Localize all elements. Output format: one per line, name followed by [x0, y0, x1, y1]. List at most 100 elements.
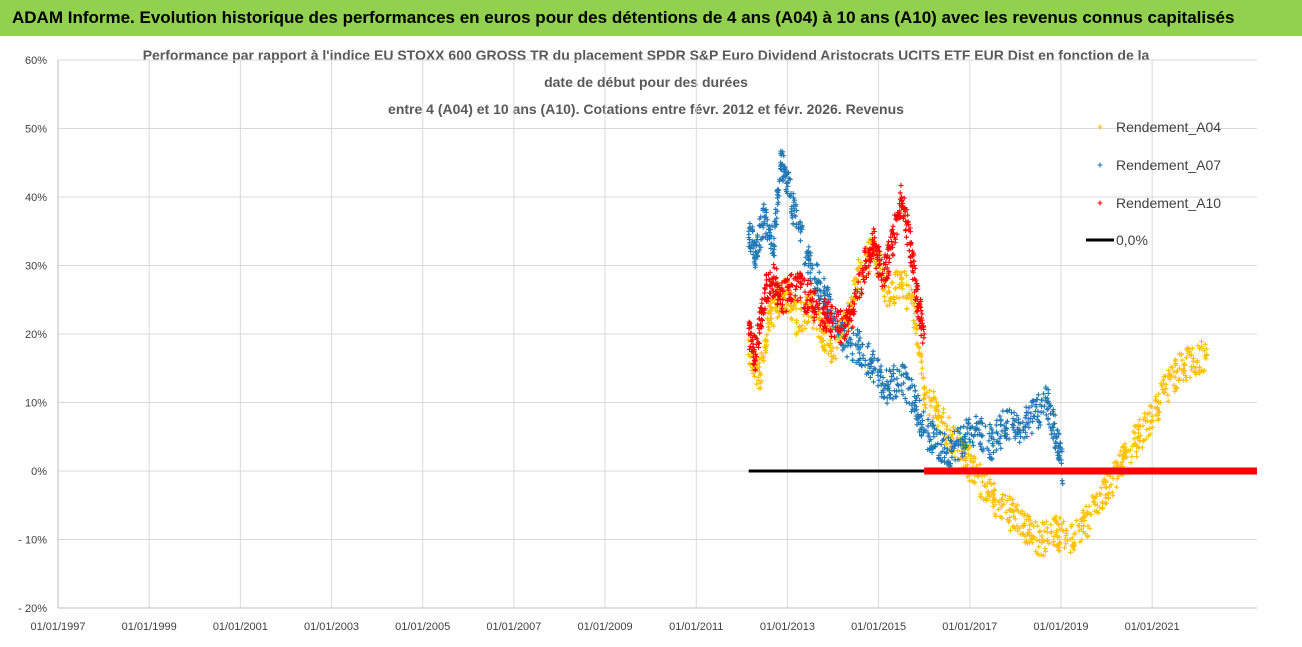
- point-A04: [1036, 538, 1042, 544]
- point-A04: [1118, 462, 1124, 468]
- point-A07: [916, 420, 922, 426]
- point-A10: [851, 311, 857, 317]
- point-A07: [776, 187, 782, 193]
- point-A04: [977, 461, 983, 467]
- point-A10: [856, 271, 862, 277]
- point-A04: [1077, 539, 1083, 545]
- point-A07: [972, 427, 978, 433]
- point-A04: [1057, 515, 1063, 521]
- point-A10: [763, 271, 769, 277]
- point-A10: [837, 339, 843, 345]
- point-A10: [897, 190, 903, 196]
- point-A10: [882, 283, 888, 289]
- point-A04: [1082, 515, 1088, 521]
- point-A07: [746, 232, 752, 238]
- x-tick-label: 01/01/2007: [486, 621, 541, 633]
- legend-item-a07: Rendement_A07: [1097, 157, 1221, 173]
- point-A04: [858, 260, 864, 266]
- point-A07: [1004, 418, 1010, 424]
- point-A04: [1074, 517, 1080, 523]
- point-A04: [1123, 447, 1129, 453]
- point-A04: [1116, 452, 1122, 458]
- point-A07: [1012, 433, 1018, 439]
- point-A07: [1011, 427, 1017, 433]
- point-A07: [999, 428, 1005, 434]
- point-A04: [992, 511, 998, 517]
- point-A10: [787, 283, 793, 289]
- point-A04: [1057, 526, 1063, 532]
- point-A10: [768, 290, 774, 296]
- point-A04: [1168, 364, 1174, 370]
- point-A07: [938, 450, 944, 456]
- point-A04: [990, 504, 996, 510]
- point-A07: [870, 352, 876, 358]
- point-A04: [1069, 522, 1075, 528]
- point-A10: [886, 272, 892, 278]
- point-A10: [886, 259, 892, 265]
- point-A07: [927, 438, 933, 444]
- point-A10: [775, 292, 781, 298]
- point-A07: [841, 342, 847, 348]
- point-A04: [950, 425, 956, 431]
- point-A10: [920, 340, 926, 346]
- point-A07: [788, 208, 794, 214]
- point-A10: [808, 280, 814, 286]
- point-A04: [820, 337, 826, 343]
- point-A07: [936, 455, 942, 461]
- point-A04: [1103, 501, 1109, 507]
- point-A10: [903, 218, 909, 224]
- point-A04: [1173, 369, 1179, 375]
- point-A07: [945, 446, 951, 452]
- point-A07: [791, 195, 797, 201]
- point-A04: [855, 257, 861, 263]
- point-A04: [882, 298, 888, 304]
- chart-series: [746, 148, 1257, 559]
- point-A10: [860, 267, 866, 273]
- point-A07: [855, 346, 861, 352]
- point-A04: [1180, 370, 1186, 376]
- point-A10: [814, 302, 820, 308]
- point-A10: [786, 287, 792, 293]
- point-A04: [1001, 501, 1007, 507]
- point-A10: [805, 277, 811, 283]
- point-A04: [1029, 521, 1035, 527]
- point-A04: [922, 392, 928, 398]
- point-A04: [1128, 460, 1134, 466]
- point-A04: [773, 305, 779, 311]
- point-A07: [791, 199, 797, 205]
- point-A07: [773, 221, 779, 227]
- point-A07: [925, 423, 931, 429]
- point-A10: [833, 325, 839, 331]
- point-A04: [979, 479, 985, 485]
- x-tick-label: 01/01/2017: [942, 621, 997, 633]
- point-A07: [891, 377, 897, 383]
- point-A10: [866, 263, 872, 269]
- point-A10: [851, 290, 857, 296]
- point-A10: [771, 262, 777, 268]
- point-A07: [998, 418, 1004, 424]
- point-A10: [859, 290, 865, 296]
- point-A04: [821, 343, 827, 349]
- point-A07: [968, 432, 974, 438]
- point-A04: [967, 478, 973, 484]
- point-A10: [757, 330, 763, 336]
- point-A07: [785, 170, 791, 176]
- point-A10: [762, 295, 768, 301]
- point-A04: [1119, 459, 1125, 465]
- point-A04: [760, 358, 766, 364]
- point-A07: [1024, 434, 1030, 440]
- point-A10: [797, 295, 803, 301]
- point-A07: [866, 341, 872, 347]
- point-A04: [1007, 496, 1013, 502]
- point-A07: [1046, 421, 1052, 427]
- point-A10: [813, 299, 819, 305]
- point-A04: [1002, 493, 1008, 499]
- point-A10: [821, 309, 827, 315]
- point-A04: [929, 397, 935, 403]
- point-A07: [760, 224, 766, 230]
- point-A10: [749, 337, 755, 343]
- point-A07: [865, 344, 871, 350]
- point-A04: [1005, 519, 1011, 525]
- point-A07: [789, 203, 795, 209]
- point-A07: [798, 229, 804, 235]
